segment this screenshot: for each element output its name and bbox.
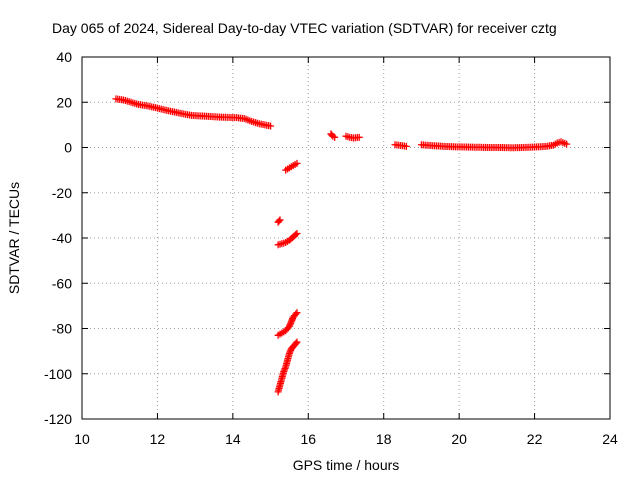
series-main-arc	[112, 95, 275, 130]
data-point	[563, 140, 571, 148]
x-tick-label: 16	[300, 431, 316, 447]
x-tick-label: 10	[74, 431, 90, 447]
y-axis: -120 -100 -80 -60 -40 -20 0 20 40	[44, 49, 610, 427]
x-tick-label: 12	[150, 431, 166, 447]
series-arc-15-33	[274, 216, 284, 226]
y-tick-label: -20	[52, 185, 72, 201]
x-tick-label: 14	[225, 431, 241, 447]
data-point	[267, 122, 275, 130]
x-tick-label: 22	[527, 431, 543, 447]
x-axis: 10 12 14 16 18 20 22 24	[74, 57, 618, 447]
x-tick-label: 24	[602, 431, 618, 447]
series-arc-17b	[342, 132, 363, 142]
y-tick-label: -60	[52, 275, 72, 291]
series-arc-15-40	[274, 229, 301, 249]
series-arc-18	[391, 141, 410, 150]
y-tick-label: 20	[56, 94, 72, 110]
data-point	[293, 159, 301, 167]
y-tick-label: 40	[56, 49, 72, 65]
data-markers	[112, 95, 571, 396]
data-point	[275, 217, 283, 225]
y-tick-label: -80	[52, 321, 72, 337]
chart-title: Day 065 of 2024, Sidereal Day-to-day VTE…	[52, 20, 557, 36]
data-point	[402, 142, 410, 150]
data-point	[292, 231, 300, 239]
series-arc-17	[327, 130, 339, 141]
y-tick-label: -120	[44, 411, 72, 427]
x-axis-label: GPS time / hours	[293, 457, 400, 473]
y-axis-label: SDTVAR / TECUs	[6, 182, 22, 294]
y-tick-label: -100	[44, 366, 72, 382]
x-tick-label: 18	[376, 431, 392, 447]
series-arc-15-10	[282, 159, 301, 174]
data-point	[355, 133, 363, 141]
data-point	[331, 133, 339, 141]
data-point	[292, 310, 300, 318]
series-arc-15-100	[274, 338, 301, 396]
x-tick-label: 20	[451, 431, 467, 447]
data-point	[276, 216, 284, 224]
data-point	[293, 338, 301, 346]
data-point	[293, 229, 301, 237]
y-tick-label: -40	[52, 230, 72, 246]
series-arc-15-80	[274, 309, 301, 339]
series-arc-19-23	[417, 138, 571, 152]
data-point	[293, 309, 301, 317]
data-point	[292, 339, 300, 347]
y-tick-label: 0	[64, 140, 72, 156]
